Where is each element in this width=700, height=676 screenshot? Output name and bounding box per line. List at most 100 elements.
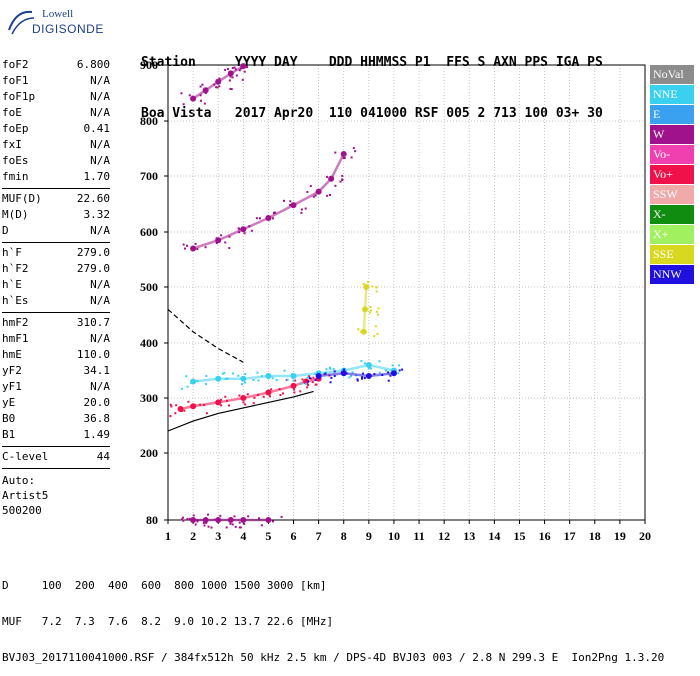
legend-item-noval: NoVal	[650, 65, 694, 84]
data-point	[323, 373, 326, 376]
param-row: foF2 6.800	[2, 57, 110, 73]
param-row: foE N/A	[2, 105, 110, 121]
param-label: D	[2, 224, 9, 237]
x-tick-label: 12	[438, 529, 450, 543]
param-value: N/A	[90, 380, 110, 393]
param-label: yF2	[2, 364, 22, 377]
param-separator	[2, 468, 110, 469]
y-tick-label: 700	[140, 169, 158, 183]
data-point	[360, 330, 363, 333]
param-value: N/A	[90, 106, 110, 119]
data-point	[314, 379, 317, 382]
param-label: h`Es	[2, 294, 29, 307]
series-trace	[192, 363, 395, 383]
data-point	[334, 184, 337, 187]
data-point	[243, 522, 246, 525]
data-point	[220, 234, 223, 237]
data-point	[244, 372, 247, 375]
data-point	[169, 415, 172, 418]
data-point	[219, 404, 222, 407]
parameter-panel: foF2 6.800 foF1 N/A foF1p N/A foE N/A foEp 0.41 fx…	[2, 57, 110, 518]
y-tick-label: 400	[140, 336, 158, 350]
data-point	[188, 94, 191, 97]
data-point	[218, 77, 221, 80]
param-label: MUF(D)	[2, 192, 42, 205]
x-tick-label: 15	[513, 529, 525, 543]
autoscale-line: Auto:	[2, 474, 36, 487]
param-value: 36.8	[83, 412, 111, 425]
data-point	[371, 285, 374, 288]
x-tick-label: 3	[215, 529, 221, 543]
data-point	[375, 310, 378, 313]
param-label: fxI	[2, 138, 22, 151]
data-point	[194, 523, 197, 526]
param-label: foE	[2, 106, 22, 119]
data-point	[192, 514, 195, 517]
data-point	[275, 378, 278, 381]
x-tick-label: 1	[165, 529, 171, 543]
y-tick-label: 300	[140, 391, 158, 405]
legend-item-nne: NNE	[650, 85, 694, 104]
data-point	[272, 520, 275, 523]
data-point	[199, 94, 202, 97]
data-point	[299, 390, 302, 393]
data-point	[289, 203, 292, 206]
data-point	[183, 409, 186, 412]
param-value: 279.0	[76, 246, 110, 259]
density-profile-line	[167, 390, 314, 432]
param-row: yF2 34.1	[2, 363, 110, 379]
param-label: B1	[2, 428, 16, 441]
data-point	[300, 208, 303, 211]
data-point	[186, 385, 189, 388]
data-point	[367, 367, 370, 370]
series-trace	[180, 377, 319, 411]
data-point	[343, 368, 346, 371]
param-row: foEp 0.41	[2, 121, 110, 137]
data-point	[333, 374, 336, 377]
param-row: h`F2 279.0	[2, 261, 110, 277]
data-point	[398, 364, 401, 367]
x-tick-label: 5	[265, 529, 271, 543]
autoscale-info: Auto: Artist5 500200	[2, 473, 110, 518]
legend-item-w: W	[650, 125, 694, 144]
header-row-labels: Station YYYY DAY DDD HHMMSS P1 FFS S AXN…	[141, 55, 603, 70]
data-point	[234, 525, 237, 528]
param-row: foEs N/A	[2, 153, 110, 169]
data-point	[230, 88, 233, 91]
param-label: yE	[2, 396, 16, 409]
data-point	[356, 378, 359, 381]
data-point	[367, 280, 370, 283]
data-point	[257, 379, 260, 382]
data-point	[224, 68, 227, 71]
data-point	[362, 282, 365, 285]
y-tick-label: 80	[146, 513, 158, 527]
data-point	[182, 519, 185, 522]
data-point	[271, 377, 274, 380]
data-point	[256, 371, 259, 374]
data-point	[369, 309, 372, 312]
data-point	[329, 381, 332, 384]
data-point	[343, 156, 346, 159]
param-value: 20.0	[83, 396, 111, 409]
footer-file-info: BVJ03_2017110041000.RSF / 384fx512h 50 k…	[2, 651, 665, 664]
data-point	[271, 217, 274, 220]
data-point	[228, 246, 231, 249]
data-point	[190, 382, 193, 385]
data-point	[216, 86, 219, 89]
data-point	[258, 217, 261, 220]
data-point	[205, 412, 208, 415]
data-point	[300, 211, 303, 214]
param-row: D N/A	[2, 223, 110, 239]
param-value: N/A	[90, 90, 110, 103]
data-point	[228, 79, 231, 82]
ionogram-chart: 1 2 3 4 5 6 7 8 9 10 11 12 13 14 15 16 17 18 19 20802003004…	[140, 58, 651, 543]
data-point	[231, 76, 234, 79]
y-tick-label: 500	[140, 280, 158, 294]
data-point	[186, 244, 189, 247]
logo-mark-icon	[8, 10, 35, 35]
param-label: h`E	[2, 278, 22, 291]
legend-item-x: X-	[650, 205, 694, 224]
series-trace	[192, 153, 345, 250]
data-point	[363, 362, 366, 365]
data-point	[378, 371, 381, 374]
